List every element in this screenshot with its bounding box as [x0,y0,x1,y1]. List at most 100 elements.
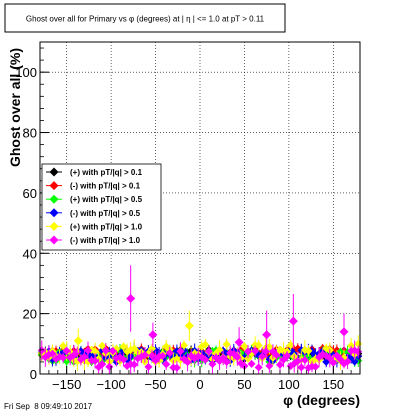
data-point [208,360,217,369]
data-point [247,359,256,368]
legend-marker [49,167,59,177]
data-point [240,361,249,370]
x-axis-label: φ (degrees) [283,392,360,408]
data-point [201,340,210,349]
data-point [62,346,71,355]
data-point [286,341,295,350]
data-point [350,357,359,366]
y-tick-label: 40 [23,246,37,261]
data-point [347,341,356,350]
grid-lines [40,42,360,375]
axes: −150 −100 −50 0 50 100 150 0 20 40 60 80 100 [15,47,352,392]
legend-label: (+) with pT/|q| > 0.1 [70,168,143,177]
data-point [148,351,156,360]
y-tick-label: 80 [23,126,37,141]
x-tick-label: 0 [196,377,203,392]
y-tick-label: 60 [23,186,37,201]
legend-box [41,163,162,251]
data-point [240,342,249,351]
data-point [222,340,231,349]
data-point [258,352,267,361]
data-point [325,354,334,363]
legend-marker [49,181,59,191]
y-tick-label: 0 [30,367,37,382]
data-point [288,316,298,326]
data-point [165,349,174,358]
legend-label: (+) with pT/|q| > 1.0 [70,222,143,231]
data-point [183,358,192,367]
data-point [329,358,338,367]
data-point [73,336,83,346]
data-point [343,357,352,366]
data-point [215,345,224,354]
data-point [297,363,306,372]
footer-timestamp: Fri Sep 8 09:49:10 2017 [4,402,93,411]
data-point [126,294,136,304]
data-point [304,346,313,355]
legend: (+) with pT/|q| > 0.1 (-) with pT/|q| > 0… [41,163,162,251]
data-point [130,360,139,369]
data-point [300,356,309,365]
legend-label: (+) with pT/|q| > 0.5 [70,195,143,204]
data-point [80,352,89,361]
legend-marker [49,194,59,204]
data-point [119,342,128,351]
data-point [148,330,158,340]
series-5 [37,340,363,374]
data-point [244,354,252,363]
data-point [339,327,349,337]
x-tick-label: 100 [278,377,300,392]
data-point [272,351,281,360]
title-box [4,3,286,33]
data-point [176,347,185,356]
y-tick-label: 100 [15,65,37,80]
data-point [105,362,114,371]
data-point [48,349,57,358]
data-point [98,341,107,350]
data-point [311,362,320,371]
data-point [162,360,171,369]
data-point [251,347,260,356]
legend-marker [49,208,59,218]
data-point [204,347,213,356]
data-point [73,347,82,356]
data-point [234,337,244,347]
data-point [91,356,100,365]
data-marks [37,265,363,374]
data-point [98,360,107,369]
x-tick-label: 50 [237,377,251,392]
data-point [140,350,149,359]
data-point [276,360,284,369]
data-point [84,346,92,355]
highlighted-points [73,265,349,359]
data-point [180,341,188,350]
y-axis-label: Ghost over all (%) [7,48,23,167]
x-tick-label: −100 [96,377,125,392]
legend-label: (-) with pT/|q| > 1.0 [70,236,141,245]
data-point [158,351,167,360]
data-point [59,341,68,350]
data-point [265,342,274,351]
data-point [244,347,252,356]
data-point [108,346,117,355]
data-point [59,353,68,362]
data-point [119,355,128,364]
chart-title: Ghost over all for Primary vs φ (degrees… [26,15,265,24]
legend-label: (-) with pT/|q| > 0.5 [70,209,141,218]
data-point [144,362,153,371]
data-point [265,361,274,370]
data-point [254,341,263,350]
y-tick-label: 20 [23,307,37,322]
data-point [293,357,302,366]
legend-marker [49,221,59,231]
data-point [184,321,194,331]
data-point [262,330,272,340]
data-point [261,347,270,356]
x-tick-label: 150 [322,377,344,392]
data-point [222,358,231,367]
legend-label: (-) with pT/|q| > 0.1 [70,182,141,191]
x-tick-label: −150 [52,377,81,392]
data-point [91,347,100,356]
data-point [283,351,292,360]
